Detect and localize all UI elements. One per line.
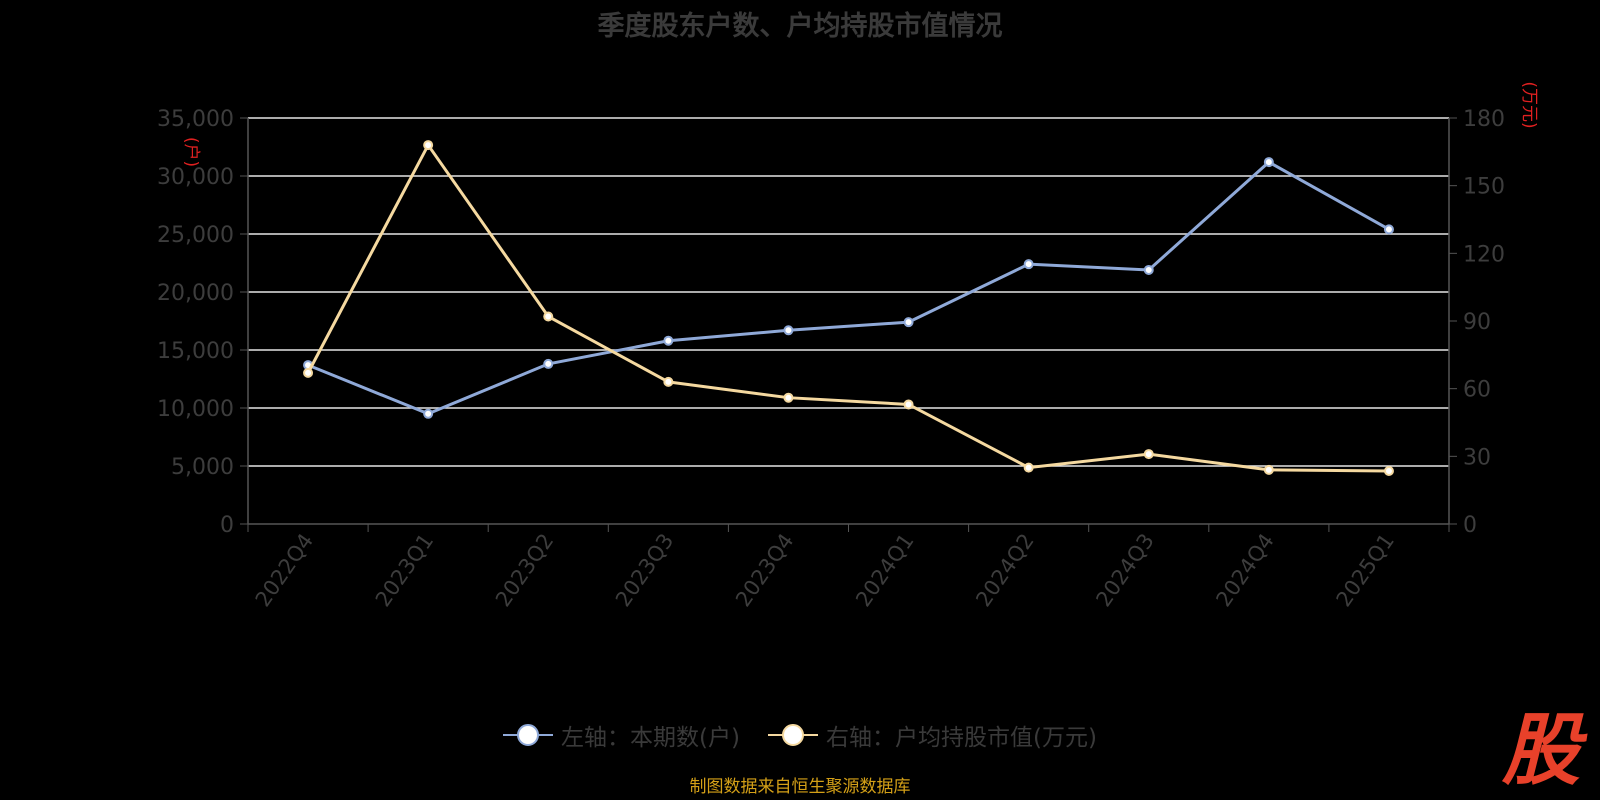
x-axis-tick-label: 2023Q4 [731, 529, 798, 611]
right-axis-tick-label: 120 [1463, 242, 1505, 267]
x-axis-tick-label: 2024Q2 [971, 529, 1038, 611]
series-line [306, 142, 1389, 473]
data-source-footer: 制图数据来自恒生聚源数据库 [689, 777, 911, 797]
x-axis-tick-label: 2024Q3 [1091, 529, 1158, 611]
x-axis-tick-label: 2023Q1 [371, 529, 438, 611]
brand-logo: 股 [1501, 705, 1580, 796]
data-point [783, 392, 794, 403]
x-axis-tick-label: 2023Q2 [491, 529, 558, 611]
data-point [663, 376, 674, 387]
line-chart: 0 5,000 10,000 15,000 20,000 25,000 30,000 35,0… [157, 81, 1539, 611]
left-axis-tick-label: 20,000 [157, 281, 234, 306]
right-axis-tick-label: 30 [1463, 445, 1491, 470]
x-axis-tick-label: 2024Q1 [851, 529, 918, 611]
legend-marker-avg-value [768, 724, 818, 746]
left-axis-tick-label: 15,000 [157, 339, 234, 364]
right-axis-tick-label: 90 [1463, 310, 1491, 335]
data-point [423, 140, 434, 151]
left-axis-tick-label: 5,000 [171, 455, 234, 480]
left-axis-tick-label: 25,000 [157, 223, 234, 248]
legend-label-avg-value: 右轴：户均持股市值(万元) [826, 725, 1097, 751]
right-axis-tick-label: 0 [1463, 513, 1477, 538]
data-point [1263, 157, 1274, 168]
series-line [307, 160, 1390, 416]
data-point [903, 399, 914, 410]
data-point [1263, 464, 1274, 475]
x-axis-tick-label: 2023Q3 [611, 529, 678, 611]
x-axis-tick-label: 2024Q4 [1211, 529, 1278, 611]
legend-label-households: 左轴：本期数(户) [561, 725, 740, 751]
left-axis-tick-label: 10,000 [157, 397, 234, 422]
data-point [303, 367, 314, 378]
data-point [783, 325, 794, 336]
right-axis-tick-label: 150 [1463, 175, 1505, 200]
x-axis-tick-label: 2022Q4 [251, 529, 318, 611]
left-axis-tick-label: 35,000 [157, 107, 234, 132]
data-point [1383, 224, 1394, 235]
x-axis-tick-label: 2025Q1 [1332, 529, 1399, 611]
data-point [1023, 259, 1034, 270]
data-point [543, 311, 554, 322]
legend-marker-households [503, 724, 554, 746]
right-axis-unit: (万元) [1519, 81, 1539, 128]
right-axis-tick-label: 180 [1463, 107, 1505, 132]
legend-item-households[interactable]: 左轴：本期数(户) [503, 718, 740, 752]
legend-item-avg-value[interactable]: 右轴：户均持股市值(万元) [768, 718, 1097, 752]
data-point [903, 317, 914, 328]
right-axis-tick-label: 60 [1463, 378, 1491, 403]
left-axis-tick-label: 0 [220, 513, 234, 538]
data-point [663, 335, 674, 346]
data-point [1383, 465, 1394, 476]
chart-title: 季度股东户数、户均持股市值情况 [597, 11, 1003, 42]
data-point [1023, 462, 1034, 473]
data-point [543, 358, 554, 369]
legend: 左轴：本期数(户) 右轴：户均持股市值(万元) [0, 718, 1600, 752]
left-axis-unit: (户) [181, 137, 201, 167]
left-axis-tick-label: 30,000 [157, 165, 234, 190]
data-point [1143, 264, 1154, 275]
data-point [423, 408, 434, 419]
data-point [1143, 449, 1154, 460]
